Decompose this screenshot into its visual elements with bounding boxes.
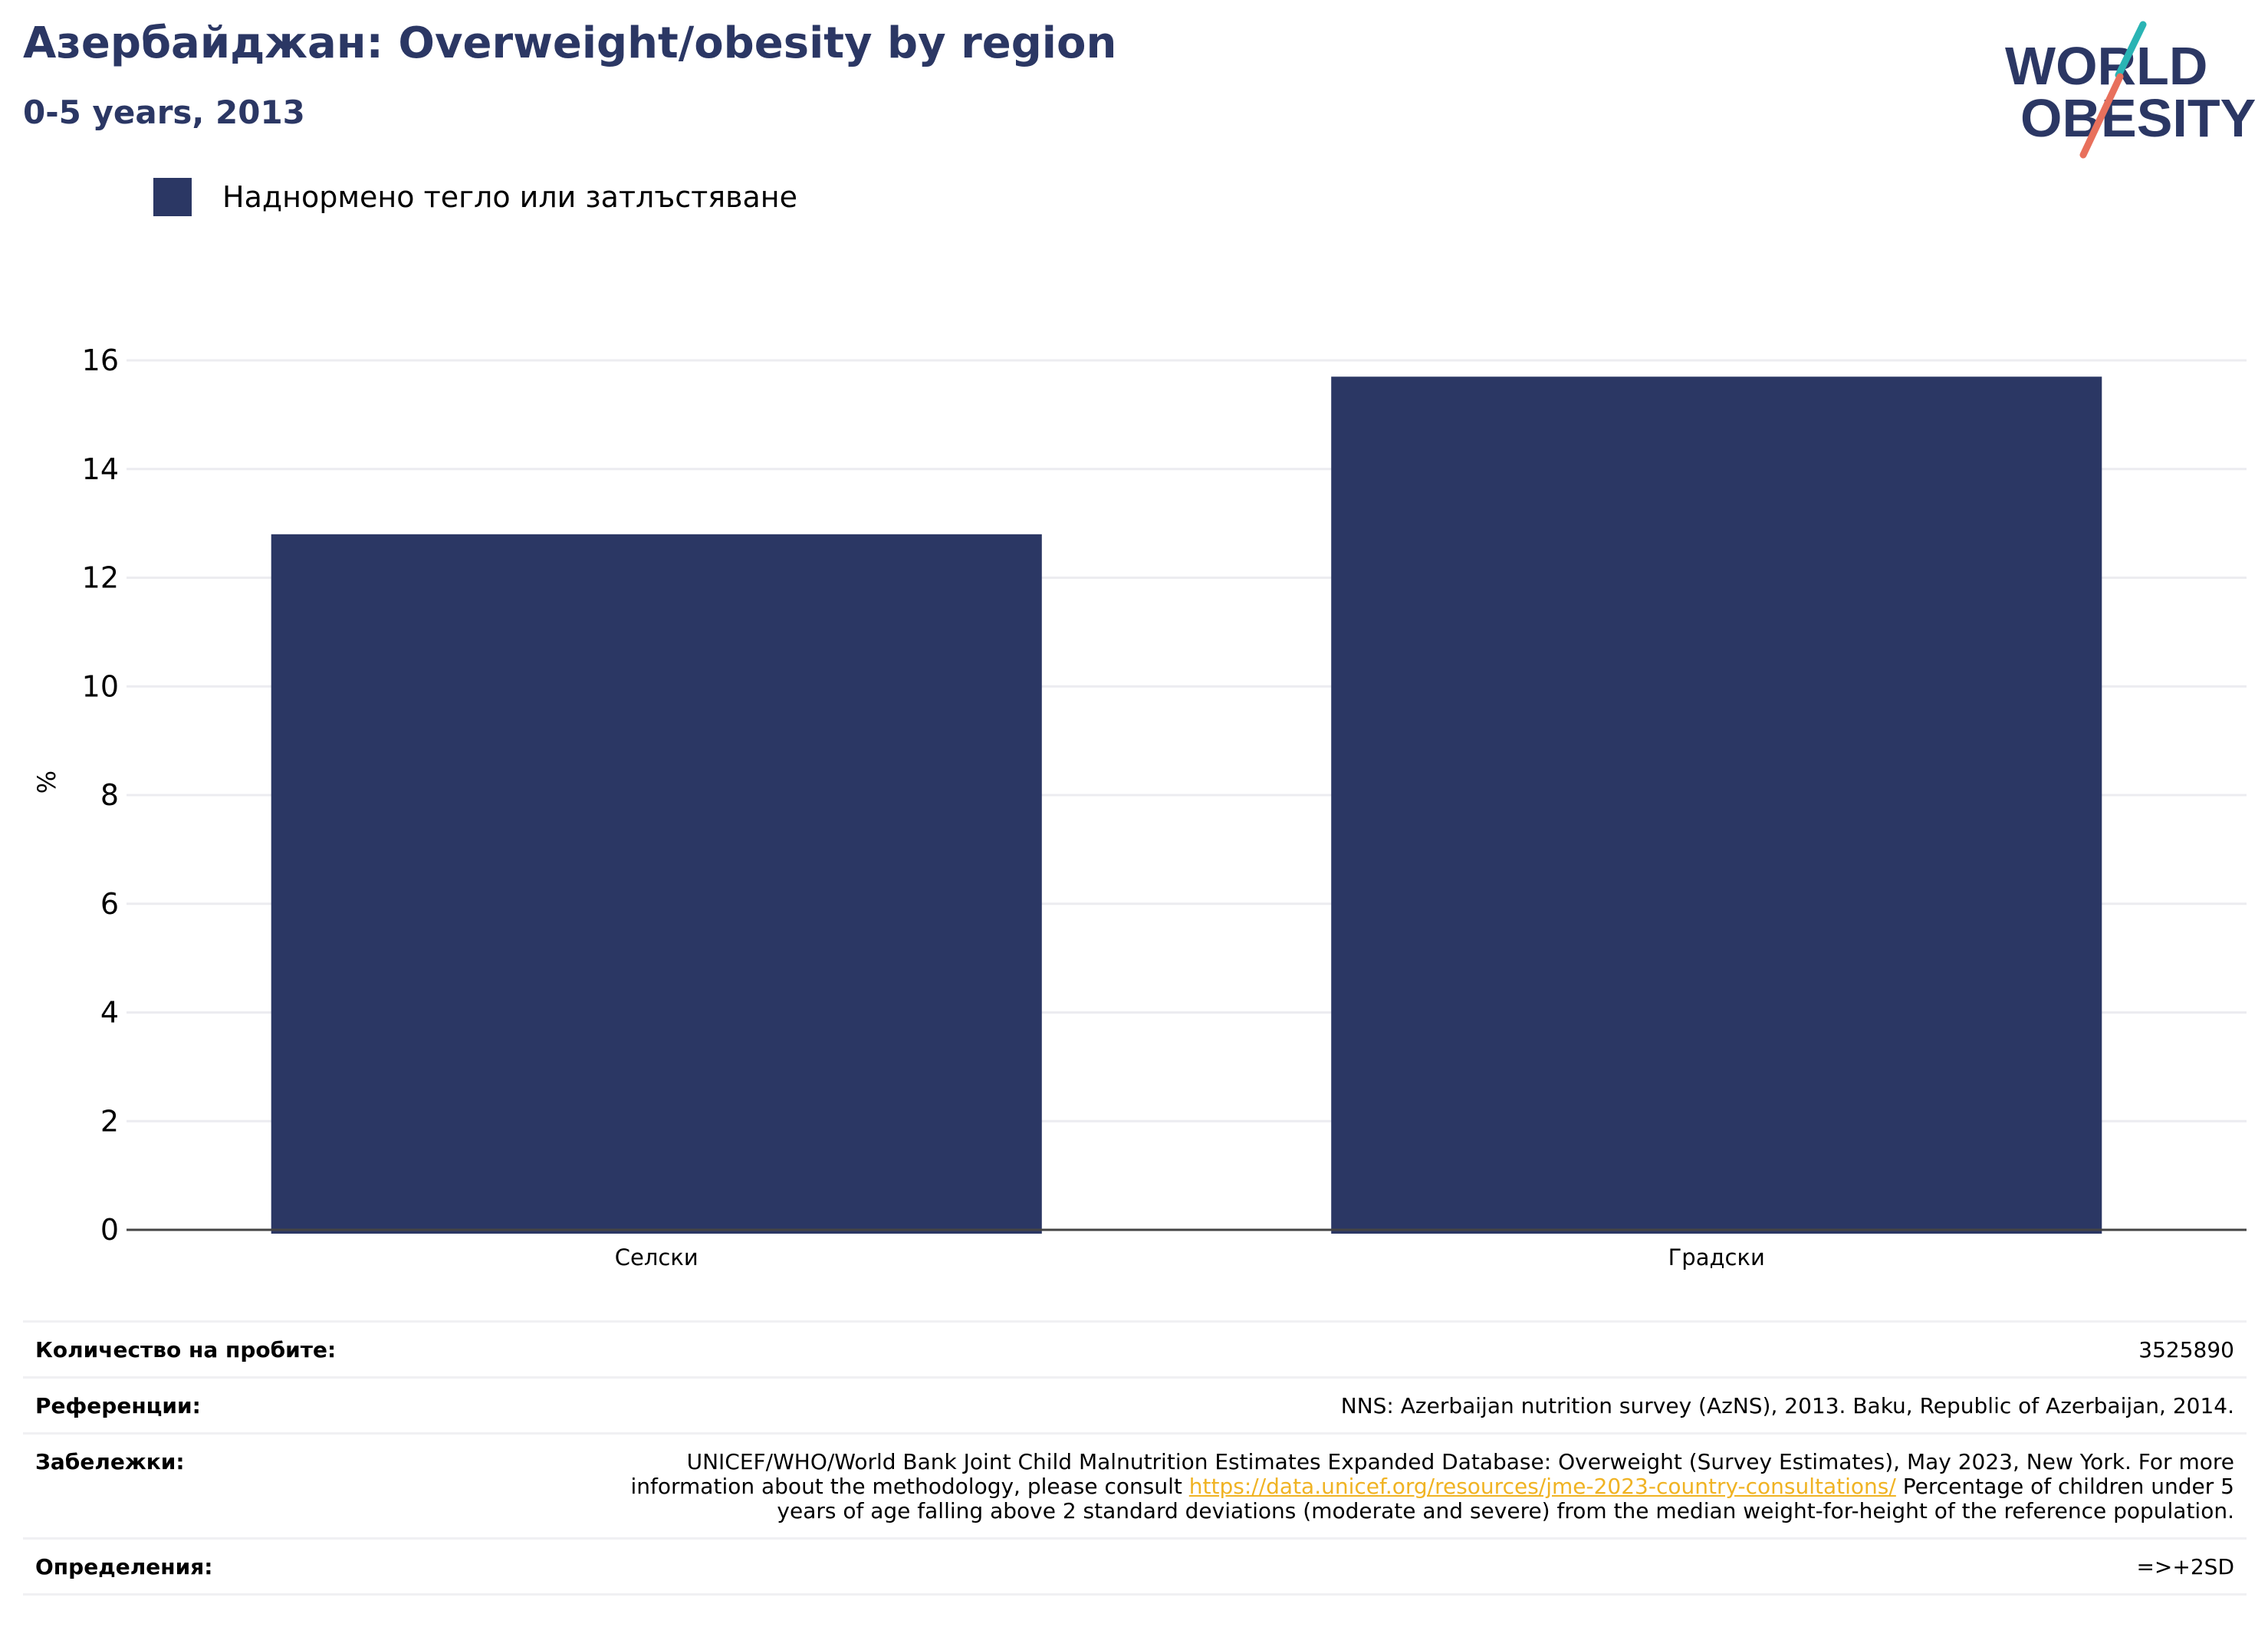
y-tick-label: 0 [100, 1213, 119, 1247]
info-table: Количество на пробите: 3525890 Референци… [23, 1320, 2247, 1596]
definitions-label: Определения: [35, 1554, 213, 1579]
y-tick-label: 6 [100, 887, 119, 921]
info-row-notes: Забележки: UNICEF/WHO/World Bank Joint C… [23, 1432, 2247, 1537]
world-obesity-logo: WORLD OBESITY [2005, 21, 2256, 159]
logo-word-obesity: OBESITY [2020, 88, 2256, 148]
notes-link[interactable]: https://data.unicef.org/resources/jme-20… [1188, 1474, 1896, 1499]
y-tick-label: 14 [82, 452, 119, 486]
y-tick-label: 8 [100, 778, 119, 812]
notes-text-after: Percentage of children under 5 years of … [777, 1474, 2234, 1523]
chart-title: Азербайджан: Overweight/obesity by regio… [23, 18, 1117, 68]
bar-chart: 0 2 4 6 8 10 12 14 16% Селски Градски [32, 343, 2247, 1270]
x-tick-label: Градски [1668, 1244, 1765, 1270]
chart-legend: Наднормено тегло или затлъстяване [153, 176, 797, 218]
references-value: NNS: Azerbaijan nutrition survey (AzNS),… [1340, 1393, 2234, 1418]
y-tick-label: 2 [100, 1104, 119, 1138]
info-row-sample-size: Количество на пробите: 3525890 [23, 1320, 2247, 1376]
logo-slash-teal [2115, 21, 2147, 79]
info-row-references: Референции: NNS: Azerbaijan nutrition su… [23, 1376, 2247, 1432]
sample-size-label: Количество на пробите: [35, 1337, 337, 1362]
y-tick-label: 10 [82, 669, 119, 703]
logo-slash-coral [2079, 73, 2124, 159]
references-label: Референции: [35, 1393, 201, 1418]
notes-label: Забележки: [35, 1449, 185, 1474]
definitions-value: =>+2SD [2136, 1554, 2234, 1579]
x-tick-label: Селски [615, 1244, 698, 1270]
y-tick-label: 12 [82, 561, 119, 595]
notes-value: UNICEF/WHO/World Bank Joint Child Malnut… [593, 1449, 2235, 1523]
logo-word-world: WORLD [2005, 36, 2207, 96]
legend-label: Наднормено тегло или затлъстяване [222, 180, 797, 214]
y-tick-label: 16 [82, 343, 119, 377]
bar-rural [271, 534, 1042, 1234]
y-tick-label: 4 [100, 996, 119, 1030]
sample-size-value: 3525890 [2138, 1337, 2234, 1362]
chart-subtitle: 0-5 years, 2013 [23, 94, 305, 131]
notes-text-before: UNICEF/WHO/World Bank Joint Child Malnut… [630, 1449, 2235, 1499]
bar-urban [1331, 376, 2102, 1234]
info-row-definitions: Определения: =>+2SD [23, 1537, 2247, 1596]
y-axis-label: % [32, 771, 61, 794]
legend-swatch [153, 178, 192, 216]
